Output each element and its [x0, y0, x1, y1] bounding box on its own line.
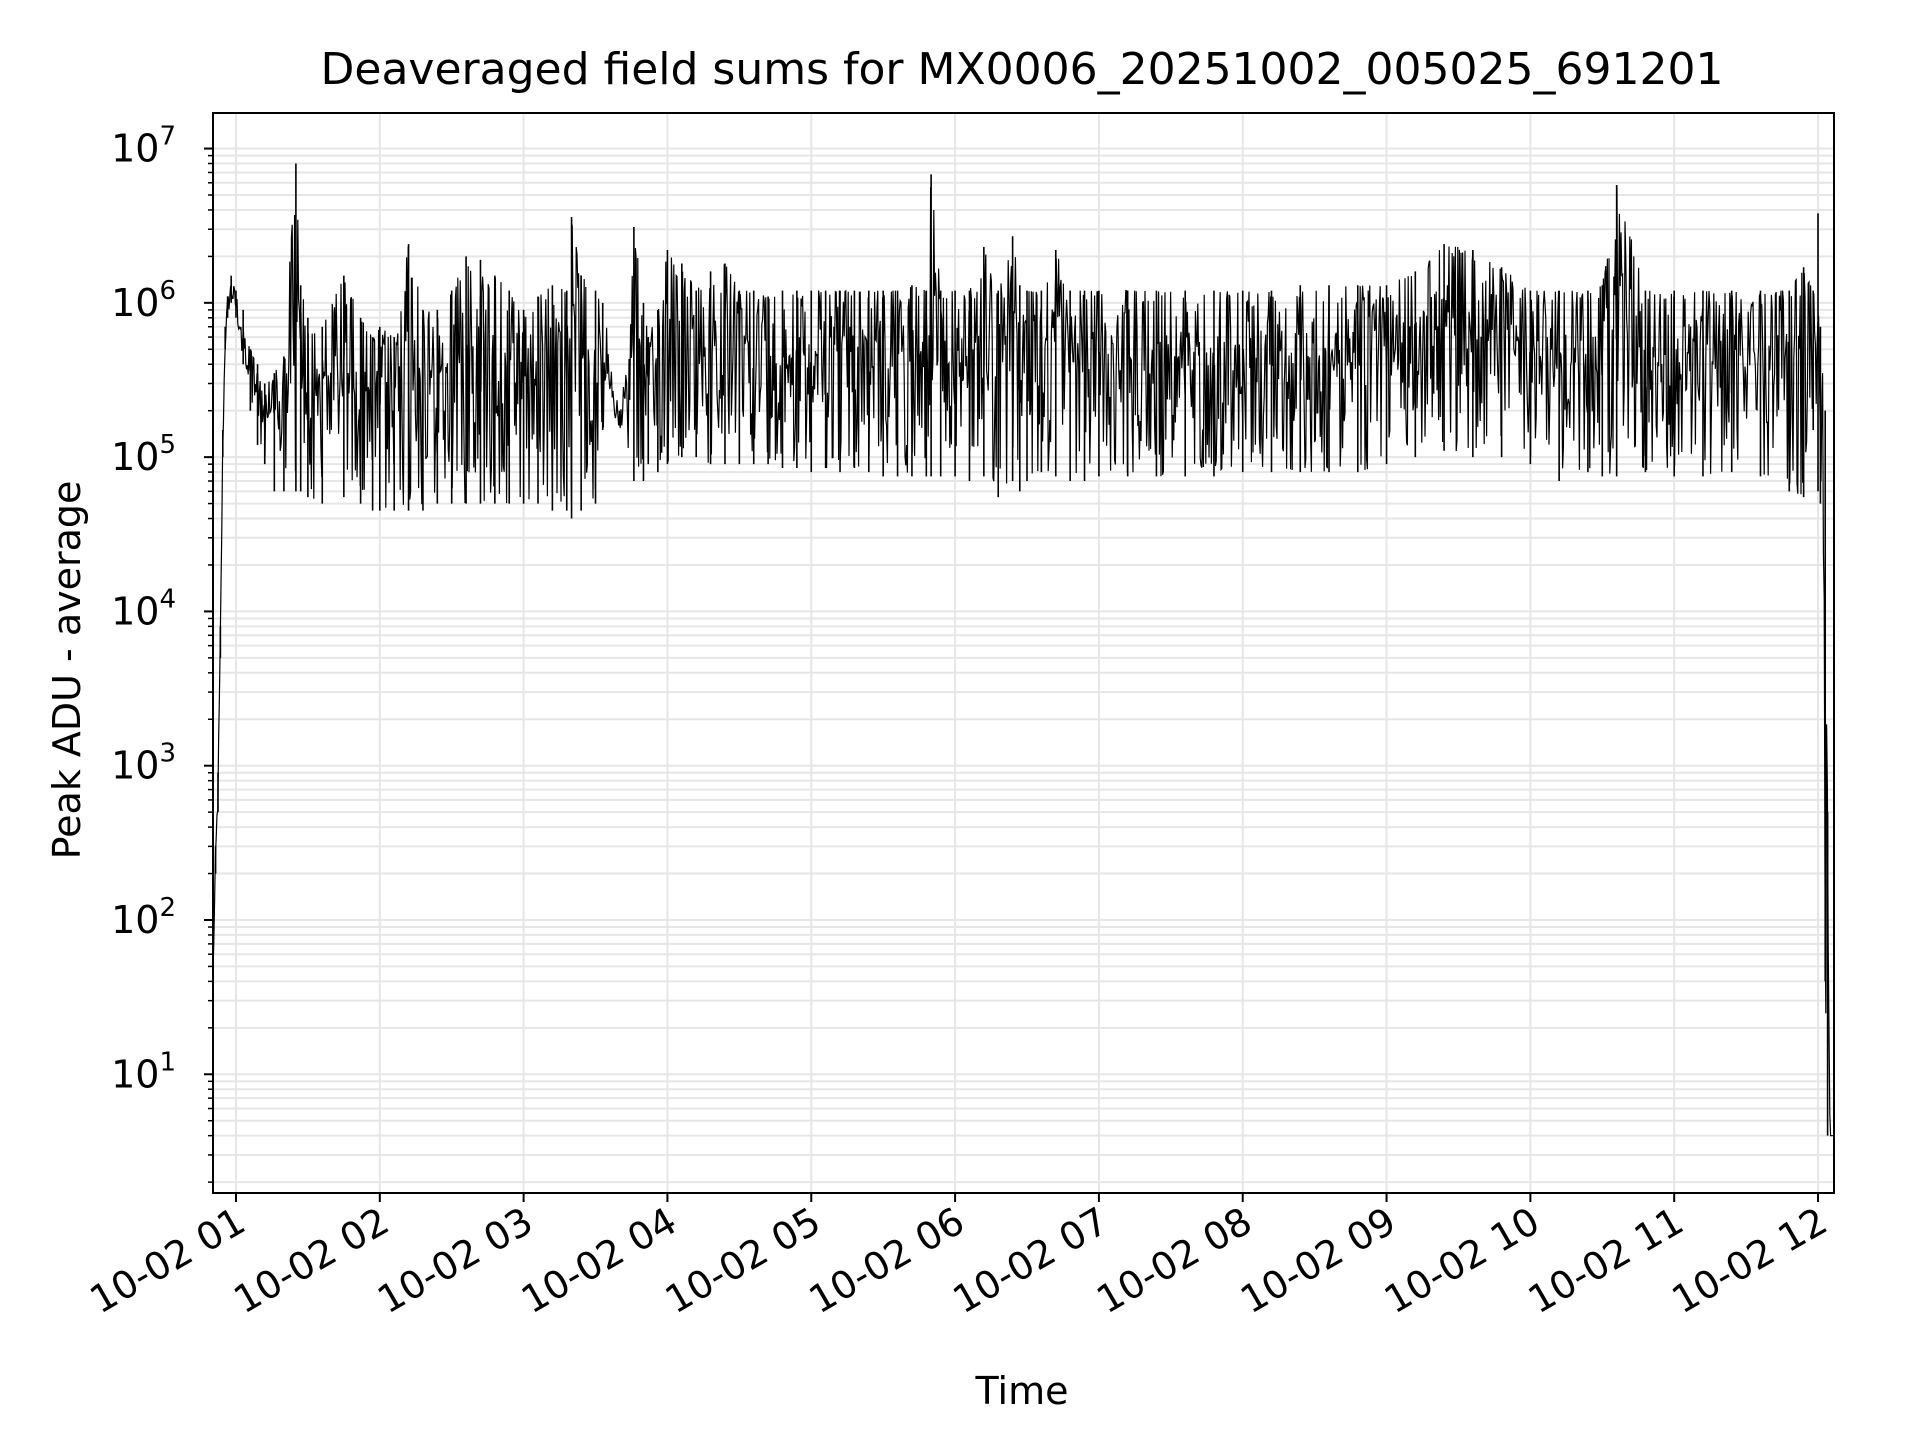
y-tick-label: 105 — [111, 430, 176, 479]
y-tick-label: 102 — [111, 893, 176, 942]
y-axis-label: Peak ADU - average — [45, 481, 89, 860]
series-line-noise — [212, 186, 1834, 1137]
x-axis-label: Time — [975, 1369, 1069, 1413]
y-tick-label: 101 — [111, 1047, 176, 1096]
y-tick-label: 106 — [111, 276, 176, 325]
y-axis-ticks: 101 102 103 104 105 106 107 — [111, 122, 213, 1096]
axes-frame — [212, 112, 1835, 1194]
y-tick-label: 107 — [111, 122, 176, 171]
chart-title: Deaveraged field sums for MX0006_2025100… — [321, 44, 1724, 95]
y-tick-label: 104 — [111, 584, 176, 633]
y-tick-label: 103 — [111, 739, 176, 788]
series-layer — [212, 163, 1834, 1137]
